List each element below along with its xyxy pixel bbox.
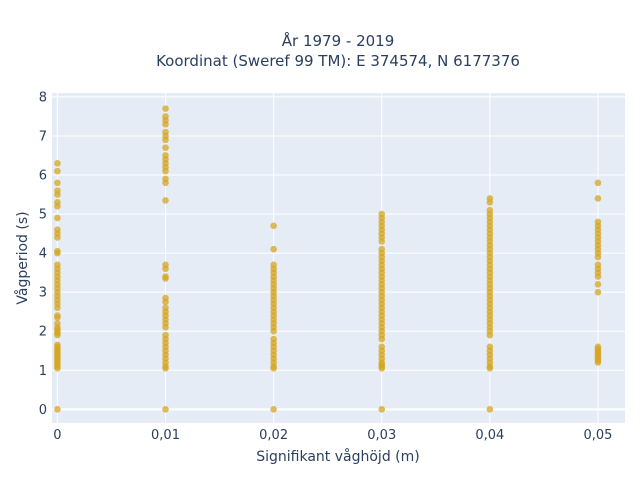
data-point	[162, 331, 169, 339]
data-point	[378, 210, 386, 218]
data-point	[270, 222, 277, 230]
data-point	[594, 288, 602, 296]
data-point	[378, 245, 386, 253]
data-point	[162, 197, 169, 204]
data-point	[162, 152, 169, 159]
data-point	[54, 179, 61, 187]
data-point	[270, 335, 277, 343]
data-point	[486, 343, 494, 351]
y-tick-label: 6	[39, 169, 47, 184]
data-point	[162, 105, 169, 112]
data-point	[486, 195, 494, 202]
data-point	[270, 261, 277, 269]
data-point	[54, 187, 61, 194]
y-axis-ticks: 0 1 2 3 4 5 6 7 8	[39, 90, 47, 417]
y-tick-label: 1	[39, 364, 47, 379]
x-tick-label: 0,01	[151, 428, 180, 443]
data-point	[54, 247, 61, 255]
data-point	[594, 261, 602, 269]
y-tick-label: 4	[39, 247, 47, 262]
x-tick-label: 0,04	[475, 428, 504, 443]
data-point	[594, 343, 602, 351]
x-tick-label: 0,05	[583, 428, 612, 443]
data-point	[594, 195, 602, 202]
y-tick-label: 0	[39, 403, 47, 418]
data-point	[54, 312, 61, 319]
data-point	[378, 406, 386, 413]
x-tick-label: 0,03	[367, 428, 396, 443]
data-point	[54, 167, 61, 175]
plot-area	[52, 93, 625, 423]
chart-title: År 1979 - 2019	[282, 31, 395, 50]
x-axis-ticks: 0 0,01 0,02 0,03 0,04 0,05	[53, 428, 612, 443]
data-point	[162, 273, 169, 280]
data-point	[270, 406, 277, 413]
data-point	[54, 341, 61, 349]
data-point	[378, 343, 386, 351]
y-tick-label: 8	[39, 90, 47, 105]
data-point	[270, 245, 277, 253]
x-tick-label: 0,02	[259, 428, 288, 443]
y-tick-label: 5	[39, 208, 47, 223]
y-axis-label: Vågperiod (s)	[14, 211, 31, 304]
data-point	[54, 406, 61, 413]
data-point	[594, 179, 602, 187]
data-point	[162, 113, 169, 120]
data-point	[54, 159, 61, 167]
y-tick-label: 3	[39, 286, 47, 301]
data-points	[54, 105, 602, 413]
data-point	[54, 261, 61, 269]
data-point	[54, 214, 61, 222]
data-point	[162, 294, 169, 302]
data-point	[54, 226, 61, 233]
x-tick-label: 0	[53, 428, 61, 443]
y-tick-label: 2	[39, 325, 47, 340]
data-point	[486, 206, 494, 214]
data-point	[162, 144, 169, 151]
data-point	[54, 199, 61, 206]
data-point	[162, 128, 169, 136]
data-point	[162, 304, 169, 312]
data-point	[594, 218, 602, 226]
x-axis-label: Signifikant våghöjd (m)	[256, 448, 419, 465]
data-point	[54, 320, 61, 327]
data-point	[162, 261, 169, 269]
y-tick-label: 7	[39, 129, 47, 144]
data-point	[486, 406, 494, 413]
data-point	[162, 406, 169, 413]
chart-subtitle: Koordinat (Sweref 99 TM): E 374574, N 61…	[156, 52, 520, 70]
data-point	[162, 175, 169, 183]
data-point	[594, 281, 602, 288]
